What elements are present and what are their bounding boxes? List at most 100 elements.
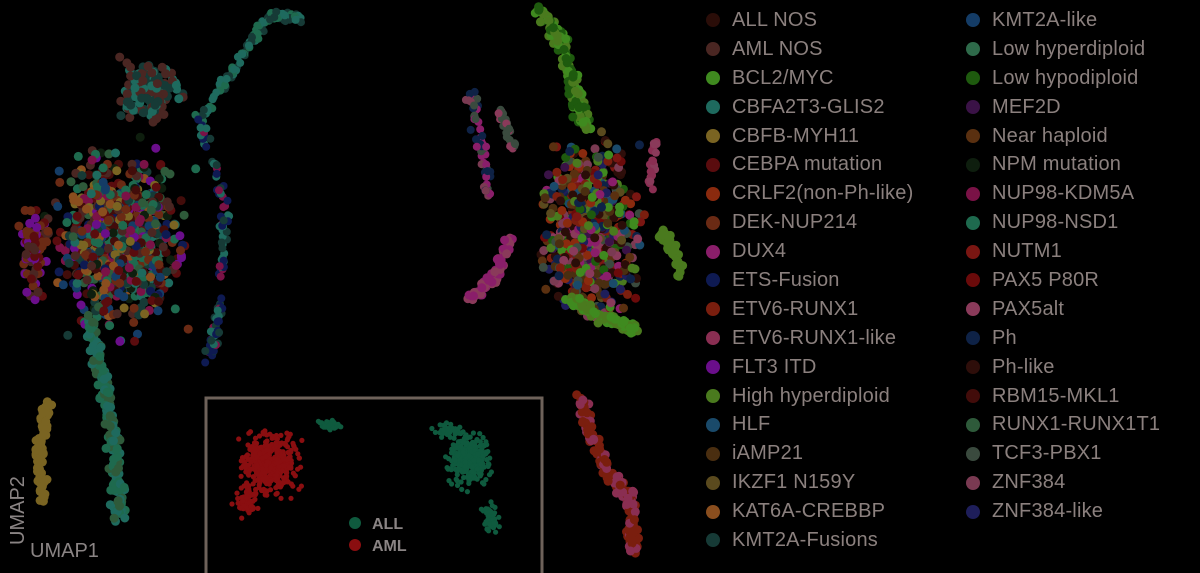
- inset-data-point: [288, 495, 294, 501]
- data-point: [38, 448, 48, 458]
- data-point: [495, 259, 505, 269]
- data-point: [615, 284, 625, 294]
- data-point: [154, 260, 164, 270]
- data-point: [575, 268, 585, 277]
- data-point: [131, 202, 141, 212]
- inset-data-point: [290, 440, 296, 446]
- legend-item: Ph-like: [960, 353, 1160, 382]
- data-point: [133, 329, 142, 339]
- legend-marker: [706, 475, 720, 490]
- data-point: [590, 233, 600, 243]
- data-point: [599, 250, 609, 260]
- data-point: [559, 45, 569, 54]
- inset-data-point: [477, 431, 483, 437]
- data-point: [544, 16, 554, 26]
- legend-marker: [966, 100, 980, 115]
- data-point: [595, 190, 605, 199]
- data-point: [478, 131, 487, 140]
- legend-item: DEK-NUP214: [700, 208, 913, 237]
- data-point: [87, 155, 97, 165]
- data-point: [141, 247, 150, 257]
- legend-label: HLF: [732, 413, 771, 436]
- data-point: [54, 166, 64, 176]
- data-point: [105, 199, 115, 209]
- data-point: [635, 140, 644, 150]
- legend-label: CEBPA mutation: [732, 153, 883, 176]
- inset-data-point: [256, 482, 262, 488]
- data-point: [465, 89, 474, 98]
- inset-data-point: [238, 473, 244, 479]
- data-point: [630, 264, 640, 274]
- data-point: [72, 290, 82, 300]
- data-point: [29, 231, 39, 241]
- data-point: [194, 115, 203, 124]
- legend-item: RUNX1-RUNX1T1: [960, 410, 1160, 439]
- legend-marker: [706, 504, 720, 519]
- data-point: [590, 284, 600, 294]
- inset-data-point: [285, 479, 291, 485]
- data-point: [575, 293, 585, 303]
- data-point: [130, 336, 140, 346]
- data-point: [101, 279, 111, 288]
- data-point: [155, 272, 165, 282]
- inset-data-point: [298, 464, 304, 470]
- data-point: [583, 250, 593, 260]
- data-point: [603, 139, 613, 149]
- data-point: [122, 89, 132, 99]
- inset-data-point: [478, 506, 484, 512]
- inset-data-point: [264, 481, 270, 487]
- inset-legend-aml-label: AML: [372, 538, 407, 555]
- inset-data-point: [274, 449, 280, 455]
- data-point: [544, 170, 553, 180]
- data-point: [266, 15, 275, 24]
- data-point: [502, 249, 512, 259]
- data-point: [476, 125, 485, 134]
- data-point: [63, 330, 73, 340]
- legend-item: DUX4: [700, 237, 913, 266]
- legend-label: PAX5 P80R: [992, 268, 1100, 291]
- data-point: [37, 481, 47, 491]
- data-point: [141, 190, 151, 199]
- legend-marker: [966, 446, 980, 461]
- data-point: [33, 287, 43, 297]
- inset-data-point: [462, 463, 468, 469]
- inset-data-point: [295, 451, 301, 457]
- legend-label: IKZF1 N159Y: [732, 471, 856, 494]
- data-point: [99, 306, 109, 316]
- data-point: [112, 201, 122, 211]
- data-point: [614, 208, 624, 218]
- data-point: [38, 408, 48, 418]
- data-point: [109, 436, 118, 446]
- legend-label: Ph-like: [992, 355, 1055, 378]
- data-point: [622, 245, 631, 255]
- data-point: [96, 342, 106, 352]
- data-point: [622, 500, 632, 509]
- data-point: [608, 177, 618, 187]
- legend-marker: [966, 273, 980, 288]
- data-point: [549, 181, 559, 191]
- data-point: [581, 283, 591, 293]
- legend-item: ZNF384-like: [960, 497, 1160, 526]
- data-point: [55, 177, 65, 187]
- legend-item: PAX5alt: [960, 295, 1160, 324]
- data-point: [152, 79, 162, 89]
- data-point: [82, 204, 91, 214]
- legend-item: High hyperdiploid: [700, 382, 913, 411]
- legend-item: ALL NOS: [700, 6, 913, 35]
- legend-item: AML NOS: [700, 35, 913, 64]
- legend-item: BCL2/MYC: [700, 64, 913, 93]
- data-point: [58, 280, 68, 290]
- data-point: [105, 411, 115, 421]
- data-point: [579, 102, 589, 112]
- inset-data-point: [259, 487, 265, 494]
- data-point: [633, 234, 643, 244]
- legend-label: CBFA2T3-GLIS2: [732, 95, 885, 118]
- data-point: [42, 237, 52, 247]
- data-point: [554, 239, 564, 249]
- data-point: [154, 210, 164, 220]
- data-point: [494, 109, 503, 118]
- data-point: [78, 182, 88, 192]
- data-point: [218, 244, 227, 253]
- data-point: [554, 271, 564, 281]
- data-point: [90, 229, 100, 239]
